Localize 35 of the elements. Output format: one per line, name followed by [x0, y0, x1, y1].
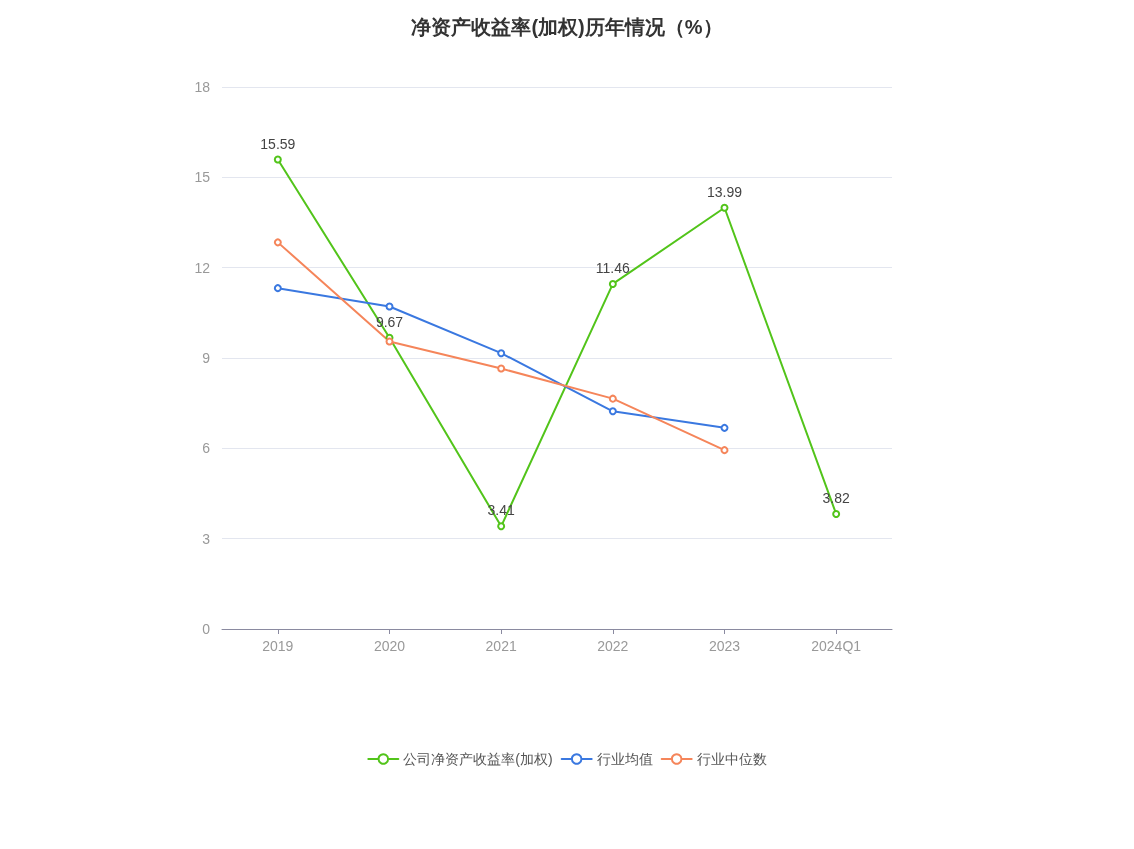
y-tick-label: 15: [194, 169, 211, 186]
point: [608, 394, 617, 403]
data-label: 13.99: [706, 183, 743, 200]
point: [497, 522, 506, 531]
y-tick-label: 3: [202, 530, 211, 547]
point: [273, 284, 282, 293]
point: [720, 446, 729, 455]
y-tick-label: 9: [202, 350, 211, 366]
x-tick-label: 2023: [708, 638, 741, 654]
data-label: 15.59: [260, 135, 296, 152]
y-tick-label: 0: [202, 621, 211, 637]
y-tick-label: 18: [194, 79, 211, 95]
legend-label: 行业均值: [596, 751, 653, 767]
point: [497, 364, 506, 373]
x-tick-label: 2020: [373, 638, 406, 654]
point: [608, 279, 617, 288]
legend-label: 行业中位数: [696, 751, 767, 767]
y-tick-label: 6: [202, 440, 211, 457]
data-label: 11.46: [595, 259, 631, 276]
point: [720, 203, 729, 212]
x-tick-label: 2021: [485, 638, 517, 654]
x-tick-label: 2024Q1: [811, 638, 862, 654]
legend-label: 公司净资产收益率(加权): [403, 751, 553, 767]
point: [385, 302, 394, 311]
x-tick-label: 2019: [262, 638, 294, 654]
point: [273, 155, 282, 164]
point: [273, 238, 282, 247]
point: [497, 349, 506, 358]
point: [832, 509, 841, 518]
point: [385, 337, 394, 346]
point: [720, 423, 729, 432]
y-tick-label: 12: [194, 259, 211, 276]
point: [608, 407, 617, 416]
x-tick-label: 2022: [597, 638, 629, 654]
chart-title: 净资产收益率(加权)历年情况（%）: [411, 16, 723, 38]
